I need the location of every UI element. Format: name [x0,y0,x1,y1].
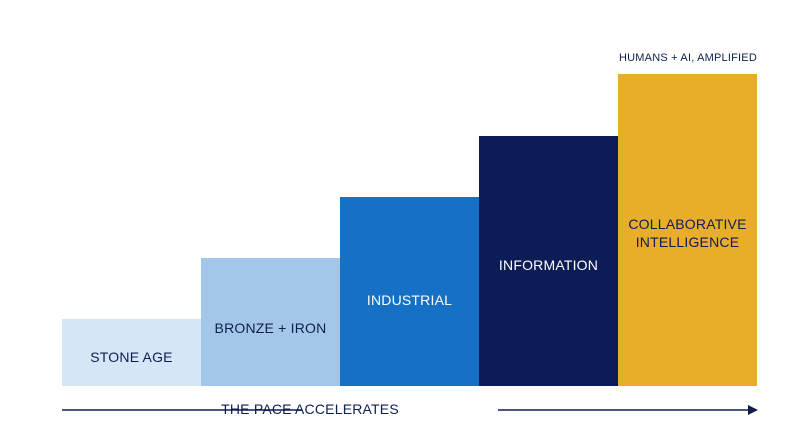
step-information: INFORMATION [479,136,618,386]
step-label: COLLABORATIVE INTELLIGENCE [628,216,747,251]
step-stone-age: STONE AGE [62,319,201,386]
step-label: BRONZE + IRON [214,320,327,336]
step-label: STONE AGE [90,349,173,366]
step-label: INDUSTRIAL [366,292,453,308]
step-label: INFORMATION [498,257,599,273]
step-bronze-iron: BRONZE + IRON [201,258,340,386]
axis-label: THE PACE ACCELERATES [221,401,399,417]
step-collaborative-intelligence: COLLABORATIVE INTELLIGENCE [618,74,757,386]
step-industrial: INDUSTRIAL [340,197,479,386]
top-annotation: HUMANS + AI, AMPLIFIED [619,52,757,64]
arrow-right-icon [62,405,758,415]
pace-axis: THE PACE ACCELERATES [62,398,758,422]
